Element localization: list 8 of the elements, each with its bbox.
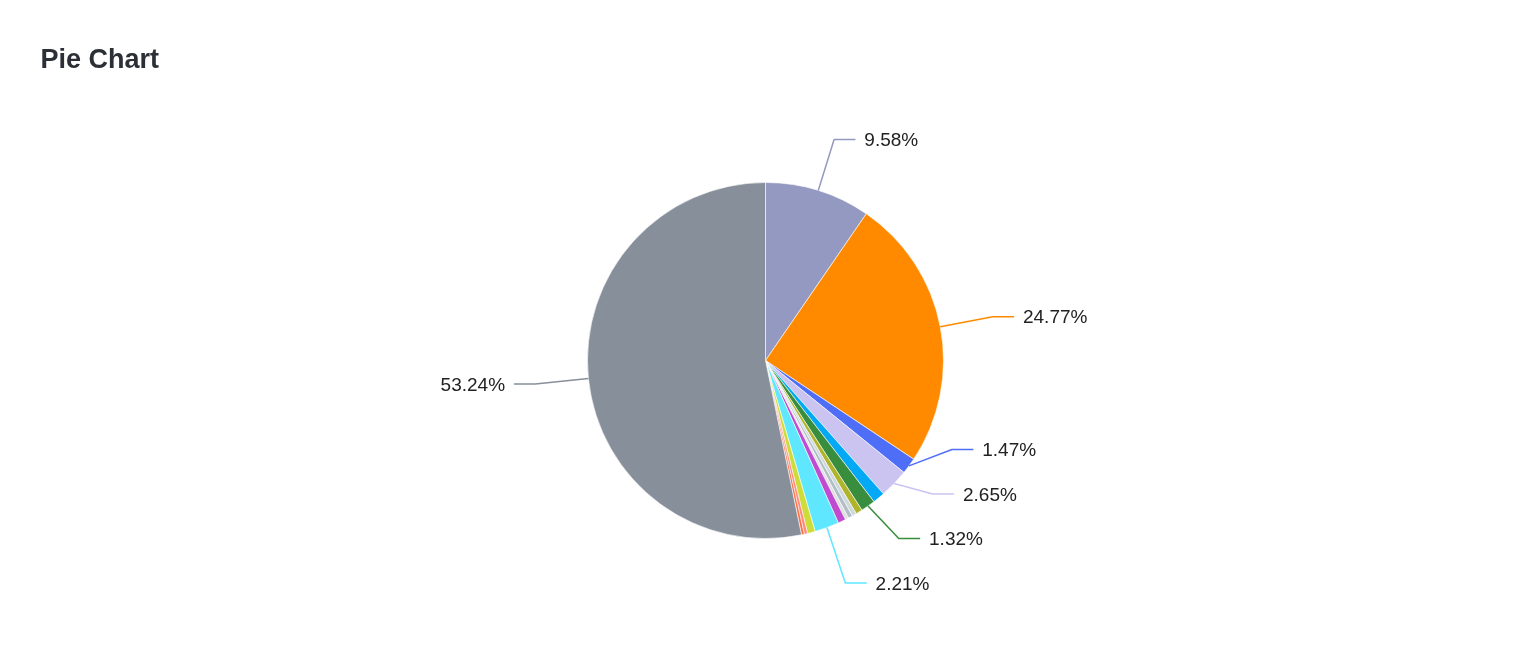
- data-label: 24.77%: [1022, 306, 1088, 328]
- data-label: 1.47%: [982, 439, 1037, 460]
- text: Pie Chart: [40, 43, 160, 74]
- data-label: 2.65%: [962, 483, 1017, 505]
- data-label: 9.58%: [864, 129, 919, 150]
- data-label: 2.21%: [875, 572, 930, 594]
- data-label: 53.24%: [440, 373, 506, 395]
- data-label: 1.32%: [929, 528, 984, 549]
